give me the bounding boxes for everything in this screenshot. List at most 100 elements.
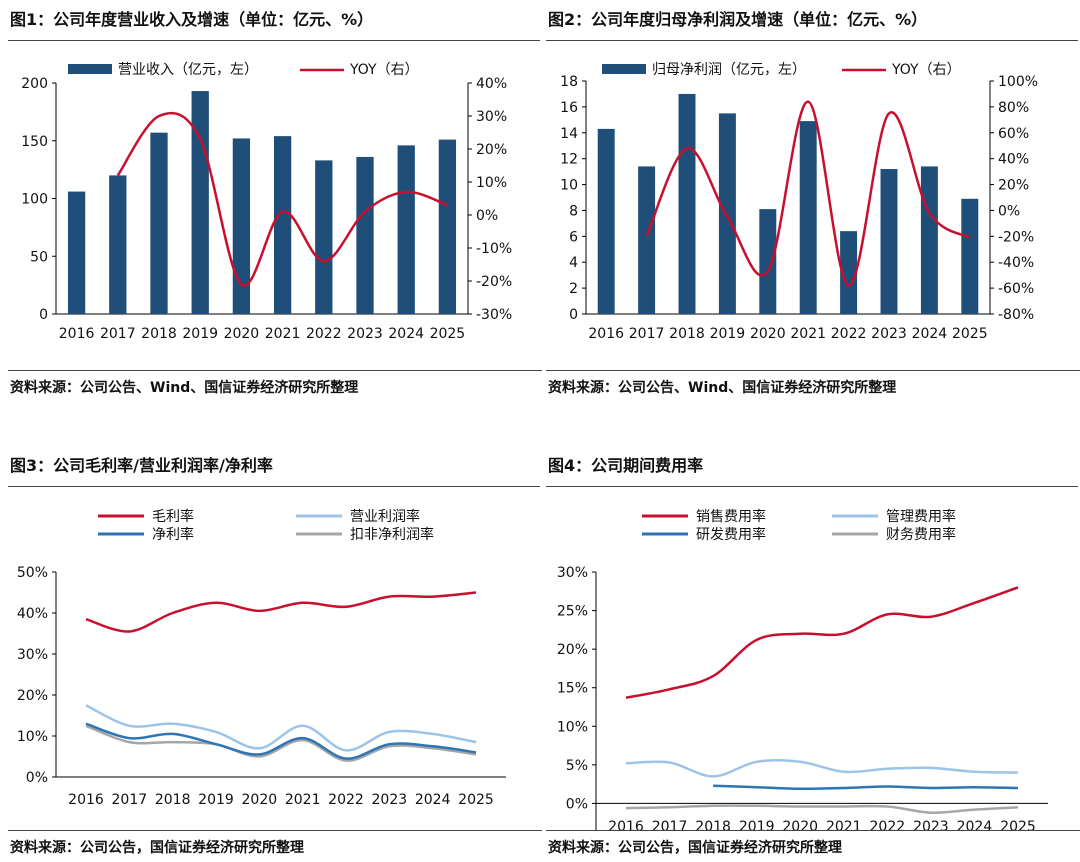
bar [920,166,938,314]
legend-swatch [68,64,112,74]
y-tick-label-right: 10% [476,175,507,191]
x-tick-label: 2018 [669,326,705,342]
x-tick-label: 2019 [182,326,218,342]
y-tick-label-right: 100% [998,74,1038,90]
x-tick-label: 2018 [155,792,191,808]
x-tick-label: 2017 [652,819,688,830]
series-line [85,722,477,760]
chart-panel-2: 图2：公司年度归母净利润及增速（单位：亿元、%） 0 2 4 6 8 10 12 14 16 18… [546,0,1080,396]
x-tick-label: 2024 [415,792,451,808]
bar [678,93,696,314]
x-tick-label: 2019 [739,819,775,830]
x-tick-label: 2020 [242,792,278,808]
y-tick-label-right: -20% [998,229,1034,245]
y-tick-label-left: 0 [39,307,48,323]
bar [397,145,415,314]
legend-label: YOY（右） [891,62,961,78]
x-tick-label: 2020 [224,326,260,342]
series-line-yoy [645,100,971,287]
y-tick-label-right: -60% [998,281,1034,297]
y-tick-label: 5% [566,758,588,774]
y-tick-label: 0% [26,770,48,786]
y-tick-label-right: -10% [476,241,512,257]
series-line [625,804,1019,814]
x-tick-label: 2016 [68,792,104,808]
legend-swatch [602,64,646,74]
y-tick-label: 50% [17,565,48,581]
series-line [625,758,1019,778]
y-tick-label-left: 6 [569,229,578,245]
y-tick-label-left: 0 [569,307,578,323]
bar [638,166,656,314]
y-tick-label-right: 40% [476,76,507,92]
legend-label: 财务费用率 [886,526,956,543]
series-line-yoy [116,111,448,287]
chart-title: 图3：公司毛利率/营业利润率/净利率 [8,446,540,487]
chart-margins: 0% 10% 20% 30% 40% 50% 2016 2017 2018 2019 2020 202… [17,508,506,808]
chart-panel-3: 图3：公司毛利率/营业利润率/净利率 0% 10% 20% 30% 40% 50% 2016… [8,446,542,856]
y-tick-label-right: 0% [476,208,498,224]
legend-label: 研发费用率 [696,526,766,543]
series-line [85,724,477,762]
y-tick-label-right: 0% [998,203,1020,219]
x-tick-label: 2017 [112,792,148,808]
bar [799,121,817,314]
series-line [85,591,477,633]
y-tick-label-left: 4 [569,255,578,271]
source-note: 资料来源：公司公告、Wind、国信证券经济研究所整理 [546,370,1080,397]
bar [67,191,86,314]
bar [840,231,858,314]
y-tick-label-left: 2 [569,281,578,297]
x-tick-label: 2024 [388,326,424,342]
y-tick-label-left: 100 [21,192,48,208]
bar [597,128,615,314]
x-tick-label: 2016 [608,819,644,830]
x-tick-label: 2021 [265,326,301,342]
source-note: 资料来源：公司公告、Wind、国信证券经济研究所整理 [8,370,542,397]
legend-label: 销售费用率 [696,508,766,525]
bar [961,198,979,314]
chart-expense-ratios: -5%0%5%10%15%20%25%30%201620172018201920… [557,508,1048,830]
x-tick-label: 2020 [782,819,818,830]
y-tick-label-right: 20% [476,142,507,158]
x-tick-label: 2022 [870,819,906,830]
x-tick-label: 2020 [750,326,786,342]
y-tick-label-right: 20% [998,178,1029,194]
y-tick-label-right: -40% [998,255,1034,271]
x-tick-label: 2016 [59,326,95,342]
x-tick-label: 2023 [372,792,408,808]
x-tick-label: 2022 [831,326,867,342]
y-tick-label-left: 18 [560,74,578,90]
y-tick-label-left: 10 [560,178,578,194]
y-tick-label: 30% [17,647,48,663]
x-tick-label: 2021 [285,792,321,808]
y-tick-label: 0% [566,796,588,812]
x-tick-label: 2025 [952,326,988,342]
x-tick-label: 2023 [913,819,949,830]
legend-label: YOY（右） [349,62,419,78]
x-tick-label: 2018 [695,819,731,830]
x-tick-label: 2025 [458,792,494,808]
chart-panel-1: 图1：公司年度营业收入及增速（单位：亿元、%） 0 50 100 150 200 -30%… [8,0,542,396]
y-tick-label: 20% [557,642,588,658]
x-tick-label: 2024 [957,819,993,830]
y-tick-label: 40% [17,606,48,622]
chart-revenue: 0 50 100 150 200 -30% -20% -10% 0% 10% 20% 30% 40% 20… [21,62,512,342]
chart-title: 图1：公司年度营业收入及增速（单位：亿元、%） [8,0,540,41]
y-tick-label-left: 14 [560,126,578,142]
x-tick-label: 2024 [912,326,948,342]
y-tick-label-left: 12 [560,152,578,168]
y-tick-label-left: 150 [21,134,48,150]
bar [880,169,898,314]
legend-label: 管理费用率 [886,508,956,525]
series-line [625,586,1019,699]
bar [438,139,457,314]
bar [759,209,777,314]
series-line [713,784,1019,791]
y-tick-label: 25% [557,604,588,620]
x-tick-label: 2019 [710,326,746,342]
chart-panel-4: 图4：公司期间费用率 -5%0%5%10%15%20%25%30%2016201… [546,446,1080,856]
chart-net-profit: 0 2 4 6 8 10 12 14 16 18 -80% -60% -40% -20% 0% 20% 40% 6… [560,61,1038,342]
x-tick-label: 2025 [430,326,466,342]
source-note: 资料来源：公司公告，国信证券经济研究所整理 [546,830,1080,857]
